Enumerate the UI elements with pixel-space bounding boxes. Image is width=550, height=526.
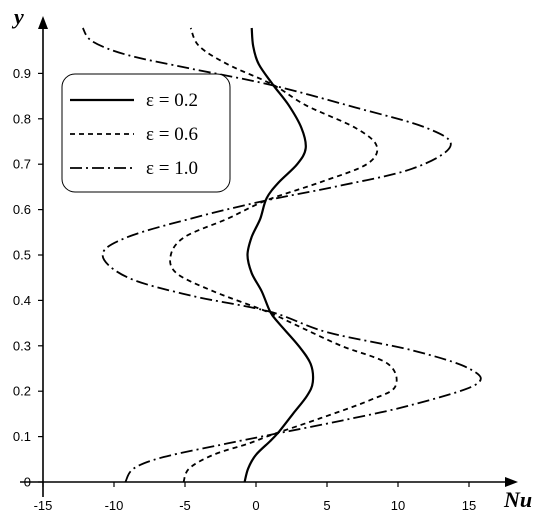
- x-tick-label: 5: [323, 498, 330, 513]
- x-tick-label: -10: [105, 498, 124, 513]
- x-tick-label: 10: [391, 498, 405, 513]
- legend-label-2: ε = 0.6: [146, 124, 198, 145]
- series-line-1: [243, 27, 315, 483]
- legend-box: [61, 73, 231, 193]
- y-tick-label: 0.9: [13, 66, 31, 81]
- y-tick-label: 0.8: [13, 111, 31, 126]
- series-curves: [82, 27, 482, 483]
- axes: [20, 16, 518, 497]
- legend-label-3: ε = 1.0: [146, 158, 198, 179]
- legend: ε = 0.2 ε = 0.6 ε = 1.0: [61, 73, 231, 193]
- y-tick-label: 0: [24, 475, 31, 490]
- y-tick-label: 0.2: [13, 384, 31, 399]
- y-tick-label: 0.6: [13, 202, 31, 217]
- y-tick-label: 0.3: [13, 338, 31, 353]
- y-tick-label: 0.1: [13, 429, 31, 444]
- x-axis-arrow: [505, 477, 518, 487]
- x-tick-label: -5: [179, 498, 191, 513]
- series-line-3: [82, 27, 482, 483]
- series-line-2: [169, 27, 398, 483]
- x-tick-label: -15: [34, 498, 53, 513]
- y-axis-title: y: [11, 4, 24, 29]
- y-axis-arrow: [38, 16, 48, 29]
- x-axis-title: Nu: [503, 487, 532, 512]
- ticks: -15 -10 -5 0 5 10 15 0 0.1 0.2 0.3 0.4 0.5 0.6 0.7 0.8 0…: [13, 66, 476, 513]
- y-tick-label: 0.5: [13, 248, 31, 263]
- x-tick-label: 15: [462, 498, 476, 513]
- legend-label-1: ε = 0.2: [146, 90, 198, 111]
- y-tick-label: 0.7: [13, 157, 31, 172]
- y-tick-label: 0.4: [13, 293, 31, 308]
- x-tick-label: 0: [252, 498, 259, 513]
